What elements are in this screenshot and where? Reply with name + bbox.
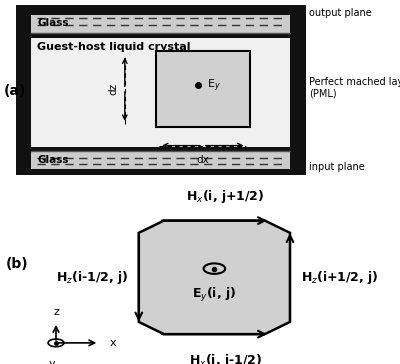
Text: x: x xyxy=(110,338,117,348)
Text: Perfect mached layer
(PML): Perfect mached layer (PML) xyxy=(309,76,400,98)
Text: output plane: output plane xyxy=(309,8,372,18)
Text: y: y xyxy=(49,359,56,364)
Polygon shape xyxy=(139,221,290,334)
Text: E$_y$: E$_y$ xyxy=(208,77,221,94)
Text: Glass: Glass xyxy=(38,18,69,28)
Bar xyxy=(156,51,250,127)
Bar xyxy=(31,38,290,147)
Text: H$_x$(i, j+1/2): H$_x$(i, j+1/2) xyxy=(186,188,264,205)
Text: H$_x$(i, j-1/2): H$_x$(i, j-1/2) xyxy=(189,352,262,364)
Text: (a): (a) xyxy=(4,84,26,98)
Text: H$_z$(i-1/2, j): H$_z$(i-1/2, j) xyxy=(56,269,128,286)
Text: H$_z$(i+1/2, j): H$_z$(i+1/2, j) xyxy=(301,269,378,286)
Text: dz: dz xyxy=(108,83,118,95)
Text: z: z xyxy=(53,307,59,317)
Text: Glass: Glass xyxy=(38,155,69,165)
Bar xyxy=(31,151,290,169)
Text: (b): (b) xyxy=(6,257,28,271)
Text: Guest-host liquid crystal: Guest-host liquid crystal xyxy=(38,42,191,52)
Bar xyxy=(31,15,290,33)
Text: input plane: input plane xyxy=(309,162,364,173)
Text: E$_y$(i, j): E$_y$(i, j) xyxy=(192,286,236,304)
Text: dx: dx xyxy=(196,155,209,165)
